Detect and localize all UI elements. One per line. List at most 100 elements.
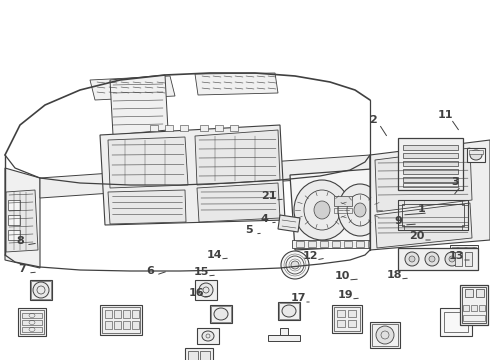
- Bar: [105, 321, 112, 329]
- Bar: [215, 125, 223, 131]
- Text: 17: 17: [290, 293, 306, 303]
- Bar: [30, 280, 52, 300]
- Bar: [372, 324, 398, 346]
- Bar: [114, 321, 121, 329]
- Ellipse shape: [282, 305, 296, 317]
- Text: 10: 10: [334, 271, 350, 281]
- Bar: [132, 321, 139, 329]
- Text: 2: 2: [369, 115, 377, 125]
- Text: 1: 1: [418, 204, 426, 214]
- Polygon shape: [375, 203, 472, 248]
- Ellipse shape: [376, 326, 394, 344]
- Bar: [31, 281, 51, 299]
- Bar: [334, 196, 352, 206]
- Bar: [22, 327, 42, 332]
- Bar: [398, 200, 404, 205]
- Bar: [100, 305, 142, 335]
- Polygon shape: [5, 168, 40, 268]
- Polygon shape: [100, 125, 285, 225]
- Bar: [356, 241, 364, 247]
- Bar: [462, 287, 486, 323]
- Text: 3: 3: [451, 177, 459, 187]
- Text: 19: 19: [337, 290, 353, 300]
- Bar: [22, 313, 42, 318]
- Bar: [403, 183, 458, 187]
- Text: 4: 4: [260, 214, 268, 224]
- Text: 8: 8: [16, 236, 24, 246]
- Bar: [465, 289, 473, 297]
- Bar: [440, 308, 472, 336]
- Text: 15: 15: [194, 267, 209, 277]
- Bar: [479, 305, 485, 311]
- Bar: [123, 310, 130, 318]
- Bar: [320, 241, 328, 247]
- Bar: [180, 125, 188, 131]
- Bar: [403, 161, 458, 166]
- Bar: [18, 308, 46, 336]
- Ellipse shape: [445, 252, 459, 266]
- Bar: [344, 241, 352, 247]
- Ellipse shape: [425, 252, 439, 266]
- Ellipse shape: [291, 261, 299, 269]
- Bar: [455, 252, 462, 266]
- Bar: [348, 320, 356, 327]
- Ellipse shape: [449, 256, 455, 262]
- Text: 18: 18: [386, 270, 402, 280]
- Bar: [334, 307, 360, 331]
- Bar: [403, 169, 458, 174]
- Text: 6: 6: [146, 266, 154, 276]
- Polygon shape: [278, 215, 300, 232]
- Text: 11: 11: [437, 110, 453, 120]
- Text: 7: 7: [18, 264, 26, 274]
- Bar: [123, 321, 130, 329]
- Bar: [197, 328, 219, 344]
- Bar: [403, 153, 458, 158]
- Bar: [450, 245, 478, 257]
- Bar: [465, 252, 472, 266]
- Bar: [348, 310, 356, 317]
- Text: 12: 12: [302, 251, 318, 261]
- Polygon shape: [110, 75, 168, 135]
- Bar: [20, 310, 44, 334]
- Bar: [398, 248, 478, 270]
- Ellipse shape: [214, 308, 228, 320]
- Bar: [463, 315, 485, 321]
- Ellipse shape: [405, 252, 419, 266]
- Polygon shape: [195, 130, 280, 185]
- Polygon shape: [370, 140, 490, 250]
- Bar: [332, 305, 362, 333]
- Bar: [230, 125, 238, 131]
- Bar: [165, 125, 173, 131]
- Polygon shape: [197, 183, 280, 222]
- Bar: [280, 328, 288, 335]
- Bar: [296, 241, 304, 247]
- Bar: [8, 200, 20, 210]
- Bar: [452, 247, 476, 255]
- Bar: [210, 305, 232, 323]
- Bar: [471, 305, 477, 311]
- Bar: [200, 125, 208, 131]
- Bar: [460, 285, 488, 325]
- Bar: [292, 240, 387, 248]
- Ellipse shape: [354, 203, 366, 217]
- Bar: [279, 303, 299, 319]
- Bar: [469, 150, 483, 154]
- Text: 21: 21: [261, 191, 277, 201]
- Ellipse shape: [281, 251, 309, 279]
- Polygon shape: [40, 155, 370, 198]
- Polygon shape: [195, 73, 278, 95]
- Bar: [368, 241, 376, 247]
- Polygon shape: [6, 190, 38, 252]
- Polygon shape: [108, 137, 188, 188]
- Bar: [476, 289, 484, 297]
- Polygon shape: [375, 148, 472, 212]
- Ellipse shape: [338, 184, 382, 236]
- Ellipse shape: [202, 331, 214, 341]
- Ellipse shape: [429, 256, 435, 262]
- Polygon shape: [90, 76, 175, 100]
- Bar: [398, 225, 404, 230]
- Text: 16: 16: [188, 288, 204, 298]
- Bar: [462, 225, 468, 230]
- Bar: [278, 302, 300, 320]
- Bar: [462, 200, 468, 205]
